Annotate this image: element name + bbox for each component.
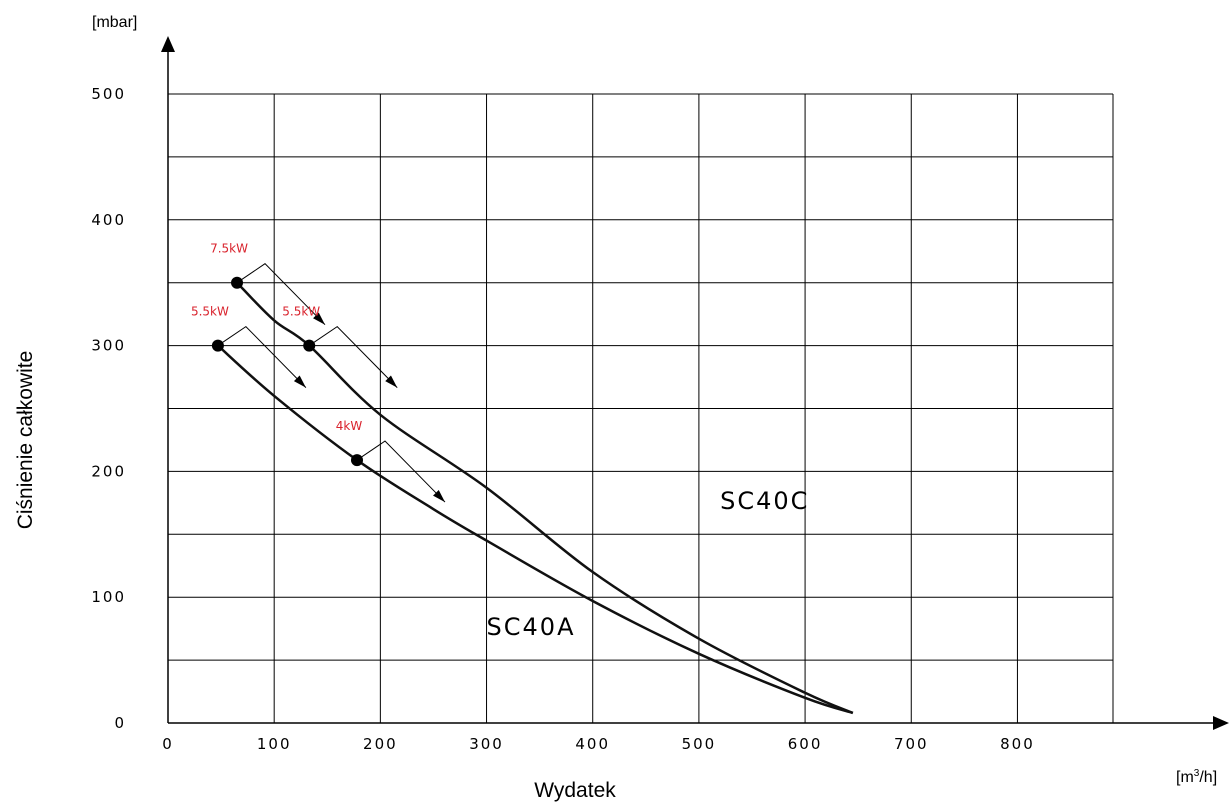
operating-points	[211, 263, 446, 503]
arrow-head	[385, 375, 398, 388]
x-unit-label: [m3/h]	[1176, 768, 1217, 786]
x-tick-label: 600	[788, 735, 823, 753]
x-tick-label: 100	[257, 735, 292, 753]
y-unit-label: [mbar]	[92, 14, 137, 31]
x-tick-label: 800	[1000, 735, 1035, 753]
labels: 7.5kW 5.5kW SC40C 5.5kW 4kW SC40A	[191, 242, 809, 641]
x-axis-arrow	[1213, 716, 1229, 730]
leader-arrow	[308, 325, 398, 388]
y-axis-title: Ciśnienie całkowite	[14, 351, 37, 530]
x-tick-label: 500	[682, 735, 717, 753]
arrow-head	[293, 375, 306, 388]
y-tick-label: 400	[91, 211, 126, 229]
power-label: 5.5kW	[191, 305, 229, 319]
arrow-head	[433, 490, 445, 503]
y-tick-label: 200	[91, 462, 126, 480]
curve-sc40c	[236, 281, 854, 715]
curves	[217, 281, 854, 715]
y-tick-label: 0	[114, 714, 126, 732]
y-tick-label: 500	[91, 85, 126, 103]
series-label-sc40c: SC40C	[720, 487, 809, 515]
x-tick-label: 300	[469, 735, 504, 753]
curve-sc40a	[217, 344, 854, 715]
y-axis-arrow	[161, 36, 175, 52]
series-label-sc40a: SC40A	[487, 613, 576, 641]
arrow-head	[313, 312, 326, 325]
leader-arrow	[356, 440, 446, 503]
x-axis-title: Wydatek	[534, 779, 616, 802]
axes: 0 100 200 300 400 500 600 700 800 0 100 200 300 400 50…	[91, 36, 1229, 753]
x-tick-label: 700	[894, 735, 929, 753]
power-label: 4kW	[336, 419, 363, 433]
x-tick-label: 400	[575, 735, 610, 753]
leader-arrow	[236, 263, 326, 326]
power-label: 5.5kW	[282, 305, 320, 319]
x-tick-label: 200	[363, 735, 398, 753]
x-tick-label: 0	[162, 735, 174, 753]
y-tick-label: 100	[91, 588, 126, 606]
grid	[168, 93, 1114, 723]
power-label: 7.5kW	[210, 242, 248, 256]
leader-arrow	[217, 325, 307, 388]
y-tick-label: 300	[91, 337, 126, 355]
